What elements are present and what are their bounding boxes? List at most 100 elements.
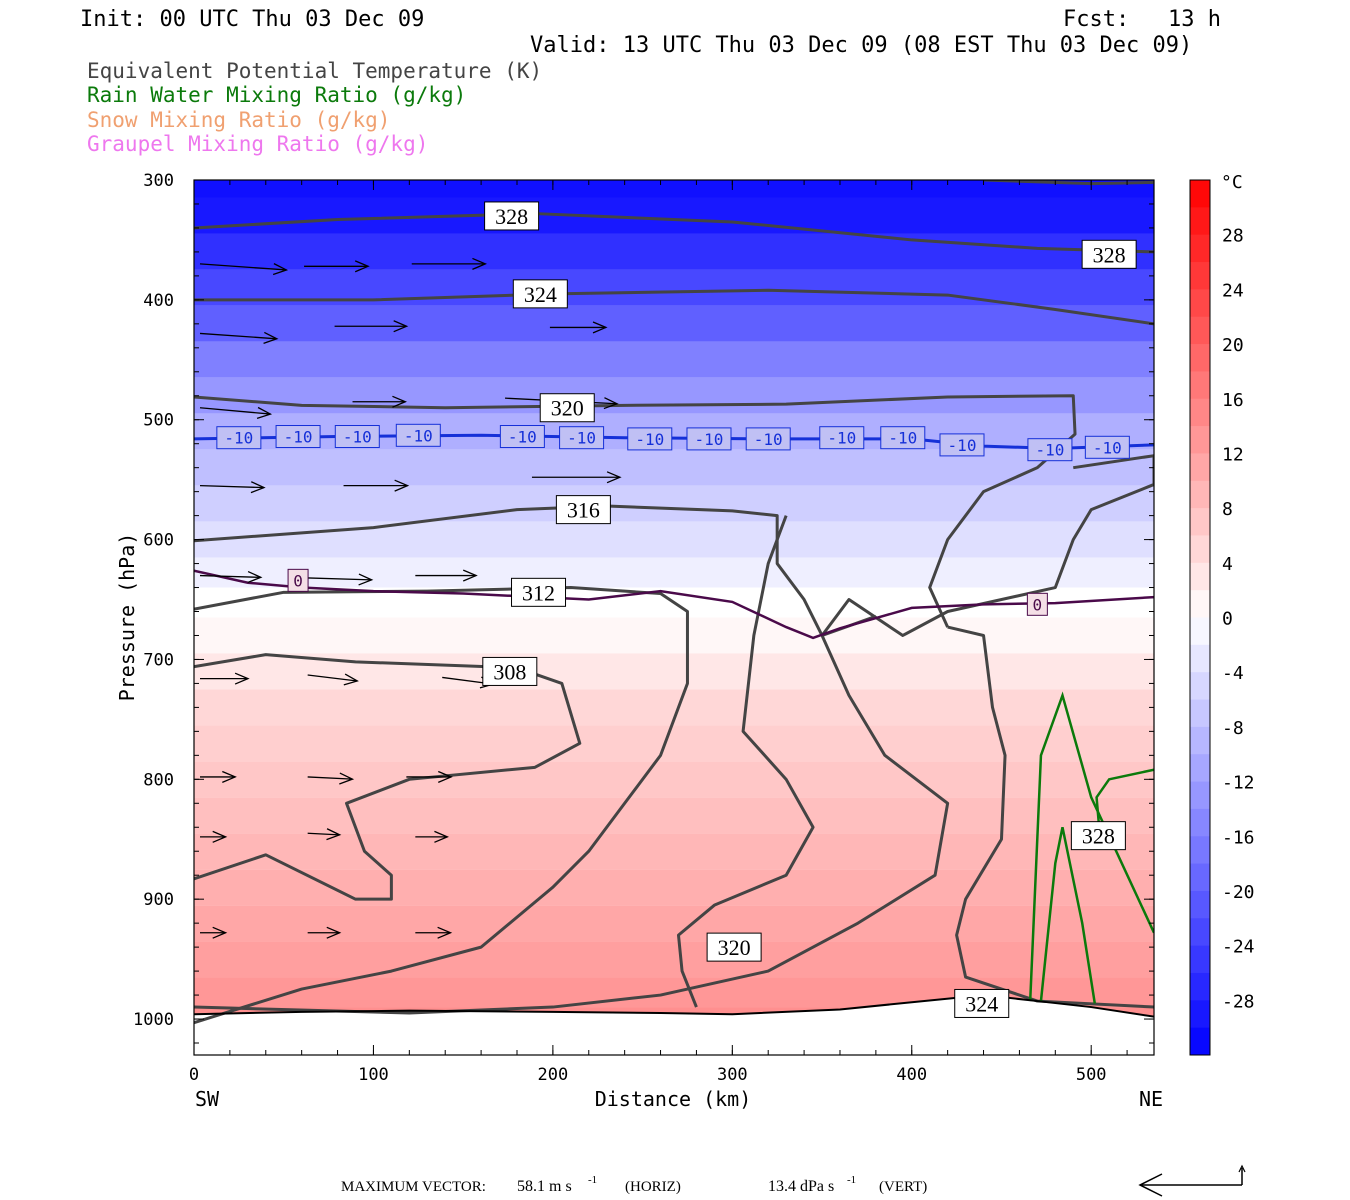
x-tick-label: 200 [538, 1065, 569, 1085]
theta-e-label-box [482, 656, 538, 686]
wind-vector [307, 776, 353, 780]
theta-e-contour [194, 653, 582, 901]
vert-vector-unit: (VERT) [879, 1179, 927, 1195]
temperature-band [194, 725, 1154, 762]
theta-e-label-box [1070, 821, 1126, 851]
temperature-band [194, 180, 1154, 198]
colorbar-swatch [1190, 398, 1210, 427]
theta-e-label: 308 [493, 659, 526, 684]
isotherm-label: -10 [1035, 441, 1064, 460]
forecast-label: Fcst: [1063, 7, 1129, 32]
colorbar-swatch [1190, 699, 1210, 728]
wind-vector-head [472, 257, 488, 270]
wind-vector [199, 485, 265, 489]
wind-vector [199, 574, 261, 579]
isotherm-label-box [686, 427, 732, 451]
temperature-band [194, 521, 1154, 558]
wind-vector-head [606, 471, 622, 484]
isotherm-label: -10 [948, 436, 977, 455]
init-time: Init: 00 UTC Thu 03 Dec 09 [80, 7, 424, 32]
colorbar-swatch [1190, 945, 1210, 974]
theta-e-label-box [706, 932, 762, 962]
colorbar-swatch [1190, 316, 1210, 345]
wind-vector [199, 332, 277, 340]
isotherm-label-box [1027, 438, 1073, 462]
y-tick-label: 900 [143, 890, 174, 910]
theta-e-label: 312 [522, 580, 555, 605]
colorbar-swatch [1190, 480, 1210, 509]
colorbar-swatch [1190, 262, 1210, 290]
colorbar-swatch [1190, 453, 1210, 482]
isotherm-label-box [499, 425, 545, 449]
temperature-band [194, 833, 1154, 870]
theta-e-label-box [555, 495, 611, 525]
wind-vector-head [272, 263, 289, 276]
x-end-label-sw: SW [195, 1087, 220, 1111]
temperature-band [194, 557, 1154, 588]
colorbar-label: -24 [1222, 937, 1255, 958]
theta-e-contour [194, 586, 689, 1025]
temperature-band [194, 797, 1154, 834]
isotherm-label-box [745, 427, 791, 451]
temperature-band [194, 617, 1154, 654]
colorbar-swatch [1190, 672, 1210, 701]
isotherm-label-box [559, 426, 605, 450]
colorbar-swatch [1190, 207, 1210, 236]
y-tick-label: 500 [143, 411, 174, 431]
isotherm-label-box [287, 568, 309, 592]
wind-vector-head [354, 260, 370, 273]
legend-theta-e: Equivalent Potential Temperature (K) [87, 59, 542, 83]
wind-vector [307, 577, 372, 581]
theta-e-label-box [539, 393, 595, 423]
colorbar-swatch [1190, 562, 1210, 591]
isotherm-label: -10 [695, 430, 724, 449]
colorbar-swatch [1190, 754, 1210, 783]
isotherm-label-box [395, 423, 441, 447]
colorbar-swatch [1190, 508, 1210, 536]
wind-vector-head [592, 321, 608, 334]
vert-vector-value: 13.4 dPa s [768, 1178, 834, 1195]
colorbar-label: -28 [1222, 991, 1255, 1012]
forecast-hour: 13 h [1168, 7, 1221, 32]
theta-e-label-box [954, 988, 1010, 1018]
colorbar-swatch [1190, 1000, 1210, 1029]
colorbar-swatch [1190, 644, 1210, 673]
isotherm-label: -10 [1093, 438, 1122, 457]
colorbar-swatch [1190, 726, 1210, 755]
theta-e-contour [194, 394, 1077, 628]
colorbar-label: 16 [1222, 390, 1244, 411]
theta-e-label: 324 [965, 991, 998, 1016]
temperature-band [194, 197, 1154, 234]
below-ground-mask [194, 995, 1154, 1055]
isotherm-label: -10 [888, 429, 917, 448]
x-tick-label: 400 [896, 1065, 927, 1085]
colorbar-label: -4 [1222, 663, 1244, 684]
temperature-band [194, 485, 1154, 522]
colorbar-swatch [1190, 344, 1210, 372]
wind-vector-head [234, 672, 250, 685]
x-tick-label: 500 [1076, 1065, 1107, 1085]
colorbar-swatch [1190, 890, 1210, 919]
legend-rain-water: Rain Water Mixing Ratio (g/kg) [87, 83, 466, 107]
wind-vector-head [326, 828, 342, 841]
isotherm-label: -10 [343, 428, 372, 447]
wind-vector-head [434, 830, 449, 843]
plot-area: 328 324 320 316 312 308 328 320 324 328 -10 -10 -10 -… [133, 171, 1155, 1085]
temperature-band [194, 305, 1154, 342]
colorbar-swatch [1190, 836, 1210, 865]
temperature-shading [194, 180, 1154, 1055]
colorbar-swatch [1190, 808, 1210, 837]
colorbar-swatch [1190, 289, 1210, 318]
wind-vector-head [222, 770, 237, 783]
y-axis-title: Pressure (hPa) [115, 533, 139, 702]
x-end-label-ne: NE [1139, 1087, 1163, 1111]
theta-e-contour [194, 504, 877, 637]
reference-vector [1138, 1164, 1246, 1197]
y-tick-label: 1000 [133, 1010, 174, 1030]
theta-e-contour [194, 288, 1154, 326]
colorbar-label: -12 [1222, 773, 1255, 794]
temperature-band [194, 449, 1154, 486]
theta-e-label-box [512, 279, 568, 309]
colorbar-label: 28 [1222, 226, 1244, 247]
